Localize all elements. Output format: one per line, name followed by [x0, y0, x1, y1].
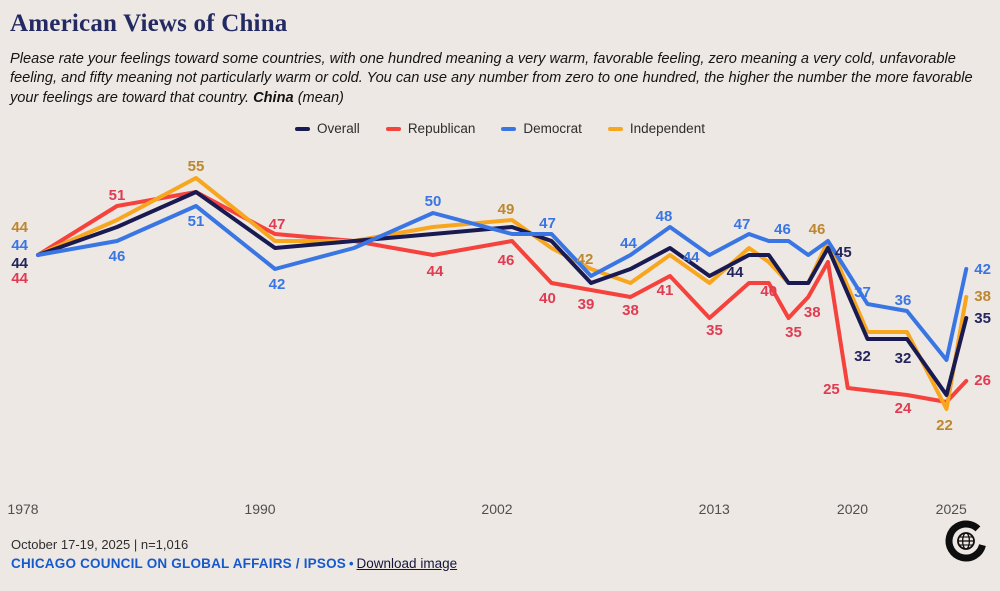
data-label-republican-2012: 35 — [706, 322, 723, 339]
legend-label-independent: Independent — [629, 121, 705, 137]
subtitle-suffix: (mean) — [293, 89, 344, 106]
data-label-independent-2025: 38 — [974, 288, 991, 305]
data-label-democrat-1998: 50 — [425, 193, 442, 210]
globe-c-icon — [945, 520, 987, 562]
download-image-link[interactable]: Download image — [356, 555, 458, 571]
data-label-democrat-2020: 37 — [854, 284, 871, 301]
series-line-overall — [36, 189, 969, 397]
x-axis-label-2013: 2013 — [699, 501, 730, 517]
data-label-republican-2019: 25 — [823, 381, 840, 398]
data-label-democrat-1986: 51 — [188, 213, 205, 230]
subtitle-country: China — [253, 89, 294, 106]
data-label-republican-2025: 26 — [974, 372, 991, 389]
data-label-independent-1986: 55 — [188, 158, 205, 175]
source-row: CHICAGO COUNCIL ON GLOBAL AFFAIRS / IPSO… — [11, 556, 990, 571]
data-label-republican-2015: 40 — [760, 283, 777, 300]
series-line-democrat — [36, 203, 969, 362]
data-label-democrat-2012: 44 — [683, 249, 700, 266]
series-line-independent — [36, 175, 969, 411]
chart-subtitle: Please rate your feelings toward some co… — [10, 50, 990, 108]
data-label-republican-1998: 44 — [427, 263, 444, 280]
data-label-republican-1978: 44 — [11, 270, 28, 287]
data-label-democrat-2022: 36 — [895, 292, 912, 309]
data-label-democrat-2016: 46 — [774, 221, 791, 238]
data-label-republican-2008: 38 — [622, 302, 639, 319]
data-label-democrat-2010: 48 — [656, 208, 673, 225]
data-label-democrat-1978: 44 — [11, 237, 28, 254]
data-label-republican-2016: 35 — [785, 324, 802, 341]
data-label-democrat-1982: 46 — [109, 248, 126, 265]
legend-item-independent: Independent — [607, 121, 705, 137]
x-axis-label-2020: 2020 — [837, 501, 868, 517]
data-label-independent-2018: 46 — [809, 221, 826, 238]
data-label-republican-2006: 39 — [578, 296, 595, 313]
legend-swatch-independent — [607, 126, 623, 131]
legend-item-republican: Republican — [385, 121, 476, 137]
chart-card: American Views of China Please rate your… — [7, 10, 991, 571]
series-line-republican — [36, 189, 969, 404]
subtitle-text: Please rate your feelings toward some co… — [10, 51, 973, 106]
legend-label-overall: Overall — [317, 121, 360, 137]
data-label-overall-1978: 44 — [11, 255, 28, 272]
legend-label-democrat: Democrat — [523, 121, 582, 137]
data-label-overall-2018: 45 — [835, 244, 852, 261]
data-label-overall-2025: 35 — [974, 310, 991, 327]
data-label-democrat-2014: 47 — [734, 216, 751, 233]
data-label-republican-1982: 51 — [109, 187, 126, 204]
data-label-independent-2006: 42 — [577, 251, 594, 268]
legend-item-democrat: Democrat — [501, 121, 582, 136]
data-label-democrat-2008: 44 — [620, 235, 637, 252]
legend-swatch-democrat — [501, 126, 517, 131]
source-attribution: CHICAGO COUNCIL ON GLOBAL AFFAIRS / IPSO… — [11, 555, 346, 571]
data-label-republican-2017: 38 — [804, 304, 821, 321]
data-label-republican-1990: 47 — [269, 216, 286, 233]
x-axis-label-1990: 1990 — [244, 501, 275, 517]
data-label-independent-2002: 49 — [498, 201, 515, 218]
data-label-democrat-2025: 42 — [974, 261, 991, 278]
data-label-democrat-2004: 47 — [539, 215, 556, 232]
legend-swatch-republican — [385, 126, 401, 131]
legend-item-overall: Overall — [295, 121, 360, 136]
chart-legend: Overall Republican Democrat Independent — [10, 120, 990, 138]
data-label-overall-2022: 32 — [895, 350, 912, 367]
page-title: American Views of China — [10, 10, 288, 37]
data-label-democrat-1990: 42 — [269, 276, 286, 293]
data-label-overall-2014: 44 — [727, 264, 744, 281]
data-label-independent-1978: 44 — [11, 219, 28, 236]
data-label-independent-2024: 22 — [936, 417, 953, 434]
chart-footer: October 17-19, 2025 | n=1,016 CHICAGO CO… — [10, 537, 990, 571]
x-axis-label-2025: 2025 — [936, 501, 967, 517]
data-label-republican-2002: 46 — [498, 252, 515, 269]
bullet-separator: • — [348, 555, 354, 571]
x-axis-label-2002: 2002 — [481, 501, 512, 517]
legend-label-republican: Republican — [407, 121, 476, 137]
data-label-overall-2020: 32 — [854, 348, 871, 365]
x-axis-label-1978: 1978 — [7, 501, 38, 517]
data-label-republican-2004: 40 — [539, 290, 556, 307]
survey-date: October 17-19, 2025 | n=1,016 — [11, 536, 189, 552]
chicago-council-logo — [944, 519, 988, 563]
legend-swatch-overall — [295, 126, 311, 131]
data-label-republican-2010: 41 — [657, 282, 674, 299]
data-label-republican-2022: 24 — [895, 400, 912, 417]
